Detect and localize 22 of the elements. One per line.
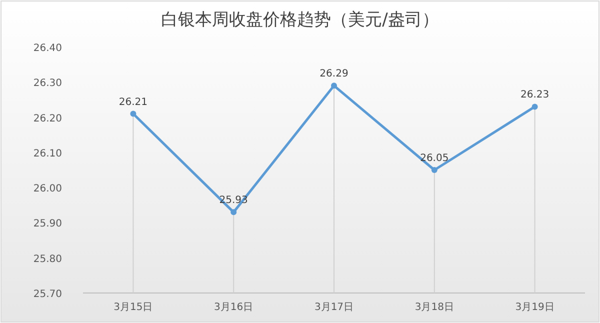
x-tick-label: 3月16日 [214, 302, 254, 313]
y-tick-label: 26.40 [33, 43, 62, 54]
y-tick-label: 25.70 [33, 289, 62, 300]
point [431, 167, 438, 173]
data-label: 26.29 [320, 68, 348, 80]
y-tick-label: 26.20 [33, 113, 62, 124]
y-tick-label: 26.30 [33, 78, 62, 90]
point [331, 82, 337, 89]
y-tick-label: 26.00 [33, 184, 62, 195]
y-tick-label: 25.90 [33, 218, 62, 230]
point [130, 110, 136, 117]
chart-title: 白银本周收盘价格趋势（美元/盎司） [161, 10, 439, 30]
x-tick-label: 3月19日 [515, 302, 554, 313]
point [230, 209, 237, 216]
data-label: 26.21 [118, 96, 148, 108]
y-tick-label: 26.10 [33, 148, 62, 160]
point [532, 104, 538, 110]
y-tick-label: 25.80 [33, 254, 62, 265]
x-tick-label: 3月17日 [314, 302, 354, 313]
data-label: 26.23 [520, 90, 550, 101]
x-tick-label: 3月15日 [114, 302, 153, 313]
x-tick-label: 3月18日 [414, 302, 454, 313]
